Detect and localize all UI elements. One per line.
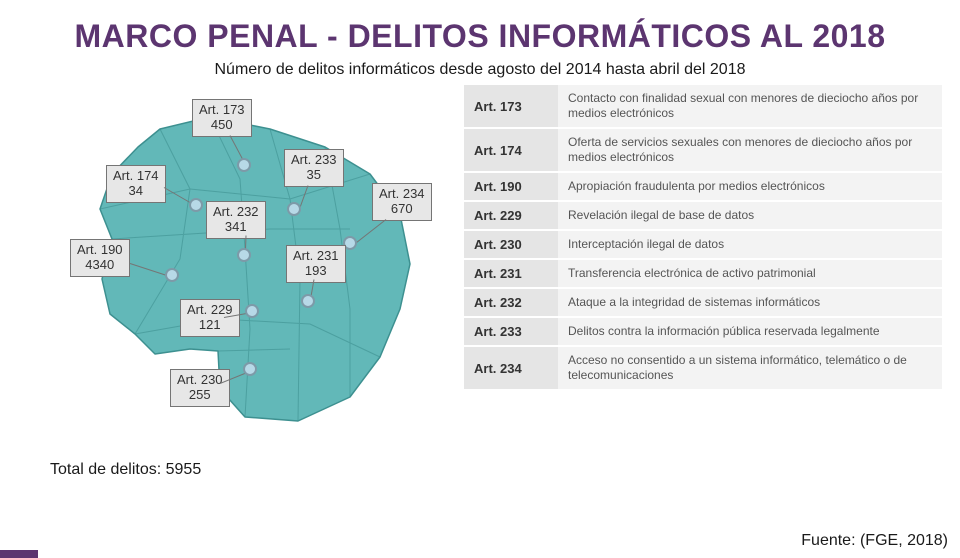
map-callout: Art. 232341 xyxy=(206,201,266,239)
callout-count: 341 xyxy=(213,220,259,235)
callout-code: Art. 230 xyxy=(177,373,223,388)
page-subtitle: Número de delitos informáticos desde ago… xyxy=(0,61,960,79)
article-desc: Revelación ilegal de base de datos xyxy=(558,202,942,229)
table-row: Art. 233Delitos contra la información pú… xyxy=(464,318,942,345)
callout-count: 450 xyxy=(199,118,245,133)
callout-count: 255 xyxy=(177,388,223,403)
map-marker xyxy=(165,268,179,282)
map-callout: Art. 231193 xyxy=(286,245,346,283)
article-code: Art. 230 xyxy=(464,231,558,258)
article-desc: Ataque a la integridad de sistemas infor… xyxy=(558,289,942,316)
callout-code: Art. 190 xyxy=(77,243,123,258)
article-code: Art. 174 xyxy=(464,129,558,171)
footer-accent xyxy=(0,550,38,558)
table-row: Art. 229Revelación ilegal de base de dat… xyxy=(464,202,942,229)
callout-count: 35 xyxy=(291,168,337,183)
callout-count: 193 xyxy=(293,264,339,279)
map-marker xyxy=(243,362,257,376)
article-code: Art. 173 xyxy=(464,85,558,127)
callout-count: 670 xyxy=(379,202,425,217)
article-desc: Interceptación ilegal de datos xyxy=(558,231,942,258)
main-content: Art. 173450Art. 17434Art. 23335Art. 2323… xyxy=(0,89,960,449)
table-row: Art. 234Acceso no consentido a un sistem… xyxy=(464,347,942,389)
table-row: Art. 173Contacto con finalidad sexual co… xyxy=(464,85,942,127)
article-code: Art. 233 xyxy=(464,318,558,345)
map-callout: Art. 23335 xyxy=(284,149,344,187)
table-row: Art. 231Transferencia electrónica de act… xyxy=(464,260,942,287)
article-code: Art. 232 xyxy=(464,289,558,316)
map-callout: Art. 234670 xyxy=(372,183,432,221)
map-callout: Art. 17434 xyxy=(106,165,166,203)
map-marker xyxy=(189,198,203,212)
total-label: Total de delitos: 5955 xyxy=(50,461,960,479)
callout-code: Art. 233 xyxy=(291,153,337,168)
map-callout: Art. 229121 xyxy=(180,299,240,337)
callout-code: Art. 232 xyxy=(213,205,259,220)
callout-code: Art. 234 xyxy=(379,187,425,202)
page-title: MARCO PENAL - DELITOS INFORMÁTICOS AL 20… xyxy=(0,18,960,55)
article-desc: Contacto con finalidad sexual con menore… xyxy=(558,85,942,127)
map-marker xyxy=(237,248,251,262)
callout-count: 121 xyxy=(187,318,233,333)
source-label: Fuente: (FGE, 2018) xyxy=(801,532,948,550)
callout-code: Art. 231 xyxy=(293,249,339,264)
map-area: Art. 173450Art. 17434Art. 23335Art. 2323… xyxy=(30,89,460,449)
map-callout: Art. 230255 xyxy=(170,369,230,407)
article-code: Art. 231 xyxy=(464,260,558,287)
articles-table: Art. 173Contacto con finalidad sexual co… xyxy=(464,85,942,449)
article-desc: Transferencia electrónica de activo patr… xyxy=(558,260,942,287)
map-marker xyxy=(301,294,315,308)
article-code: Art. 190 xyxy=(464,173,558,200)
table-row: Art. 230Interceptación ilegal de datos xyxy=(464,231,942,258)
article-code: Art. 234 xyxy=(464,347,558,389)
map-callout: Art. 1904340 xyxy=(70,239,130,277)
map-marker xyxy=(237,158,251,172)
table-row: Art. 174Oferta de servicios sexuales con… xyxy=(464,129,942,171)
article-desc: Oferta de servicios sexuales con menores… xyxy=(558,129,942,171)
callout-code: Art. 173 xyxy=(199,103,245,118)
table-row: Art. 190Apropiación fraudulenta por medi… xyxy=(464,173,942,200)
map-marker xyxy=(287,202,301,216)
callout-count: 4340 xyxy=(77,258,123,273)
callout-count: 34 xyxy=(113,184,159,199)
map-callout: Art. 173450 xyxy=(192,99,252,137)
article-desc: Acceso no consentido a un sistema inform… xyxy=(558,347,942,389)
article-code: Art. 229 xyxy=(464,202,558,229)
callout-code: Art. 174 xyxy=(113,169,159,184)
article-desc: Apropiación fraudulenta por medios elect… xyxy=(558,173,942,200)
article-desc: Delitos contra la información pública re… xyxy=(558,318,942,345)
map-marker xyxy=(245,304,259,318)
table-row: Art. 232Ataque a la integridad de sistem… xyxy=(464,289,942,316)
